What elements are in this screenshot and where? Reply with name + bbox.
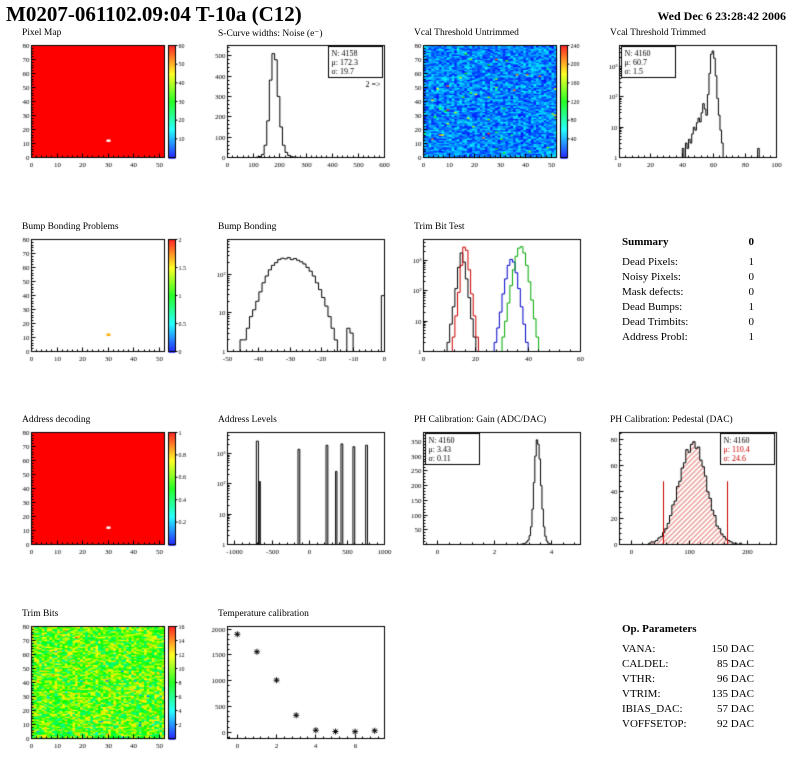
op-value: 92 DAC (717, 718, 754, 730)
op-label: VOFFSETOP: (622, 718, 687, 730)
plot-cell-vcal-untrimmed: Vcal Threshold Untrimmed (396, 28, 592, 222)
summary-row-dead-trimbits: Dead Trimbits: 0 (622, 315, 754, 330)
plot-title: Trim Bit Test (414, 222, 465, 232)
address-decoding-heatmap (4, 428, 196, 560)
op-row-caldel: CALDEL: 85 DAC (622, 657, 754, 672)
bump-bonding-problems-heatmap (4, 235, 196, 367)
op-label: VANA: (622, 643, 656, 655)
summary-label: Mask defects: (622, 286, 684, 298)
op-parameters-title: Op. Parameters (622, 623, 697, 635)
bump-bonding-histogram (200, 235, 392, 367)
temperature-calibration-scatter (200, 622, 392, 754)
plot-title: Address Levels (218, 415, 277, 425)
op-value: 85 DAC (717, 658, 754, 670)
plot-cell-bump-bonding-problems: Bump Bonding Problems (4, 222, 200, 415)
plot-title: Vcal Threshold Trimmed (610, 28, 706, 38)
plot-cell-ph-gain: PH Calibration: Gain (ADC/DAC) (396, 415, 592, 609)
plot-title: Temperature calibration (218, 609, 309, 619)
vcal-threshold-untrimmed-heatmap (396, 41, 588, 173)
ph-gain-histogram (396, 428, 588, 560)
summary-value: 0 (748, 271, 755, 283)
summary-label: Dead Pixels: (622, 256, 678, 268)
plot-cell-address-decoding: Address decoding (4, 415, 200, 609)
summary-value: 1 (748, 331, 755, 343)
summary-row-dead-bumps: Dead Bumps: 1 (622, 300, 754, 315)
op-label: CALDEL: (622, 658, 669, 670)
trim-bits-heatmap (4, 622, 196, 754)
plot-cell-address-levels: Address Levels (200, 415, 396, 609)
plot-title: Address decoding (22, 415, 91, 425)
summary-panel: Summary 0 Dead Pixels: 1 Noisy Pixels: 0… (592, 222, 788, 415)
op-label: VTRIM: (622, 688, 661, 700)
op-value: 150 DAC (711, 643, 754, 655)
plot-cell-trim-bit-test: Trim Bit Test (396, 222, 592, 415)
op-parameters-panel: Op. Parameters VANA: 150 DAC CALDEL: 85 … (592, 609, 788, 769)
op-value: 96 DAC (717, 673, 754, 685)
op-value: 57 DAC (717, 703, 754, 715)
plot-title: Trim Bits (22, 609, 59, 619)
op-value: 135 DAC (711, 688, 754, 700)
pixel-map-heatmap (4, 41, 196, 173)
summary-value: 1 (748, 256, 755, 268)
plot-title: S-Curve widths: Noise (e⁻) (218, 29, 323, 39)
plot-cell-vcal-trimmed: Vcal Threshold Trimmed (592, 28, 788, 222)
op-row-voffsetop: VOFFSETOP: 92 DAC (622, 717, 754, 732)
plot-cell-scurve-noise: S-Curve widths: Noise (e⁻) (200, 28, 396, 222)
page-title: M0207-061102.09:04 T-10a (C12) (6, 2, 302, 26)
plot-cell-ph-pedestal: PH Calibration: Pedestal (DAC) (592, 415, 788, 609)
plot-title: PH Calibration: Pedestal (DAC) (610, 415, 733, 425)
vcal-threshold-trimmed-histogram (592, 41, 784, 173)
summary-value: 0 (748, 286, 755, 298)
plot-cell-temperature-calibration: Temperature calibration (200, 609, 396, 769)
op-row-vtrim: VTRIM: 135 DAC (622, 687, 754, 702)
summary-value: 1 (748, 301, 755, 313)
summary-label: Noisy Pixels: (622, 271, 681, 283)
op-label: IBIAS_DAC: (622, 703, 683, 715)
summary-label: Dead Trimbits: (622, 316, 689, 328)
trim-bit-test-histogram (396, 235, 588, 367)
ph-pedestal-histogram (592, 428, 784, 560)
op-row-ibias: IBIAS_DAC: 57 DAC (622, 702, 754, 717)
summary-label: Address Probl: (622, 331, 688, 343)
plot-cell-trim-bits: Trim Bits (4, 609, 200, 769)
plot-title: PH Calibration: Gain (ADC/DAC) (414, 415, 547, 425)
summary-title: Summary (622, 236, 669, 248)
summary-label: Dead Bumps: (622, 301, 683, 313)
plot-title: Bump Bonding Problems (22, 222, 119, 232)
summary-value: 0 (748, 316, 755, 328)
plot-title: Pixel Map (22, 28, 62, 38)
summary-row-noisy-pixels: Noisy Pixels: 0 (622, 270, 754, 285)
empty-cell (396, 609, 592, 769)
report-date: Wed Dec 6 23:28:42 2006 (657, 9, 786, 23)
plot-grid: Pixel Map S-Curve widths: Noise (e⁻) Vca… (4, 28, 788, 769)
plot-title: Vcal Threshold Untrimmed (414, 28, 519, 38)
summary-row-address-probl: Address Probl: 1 (622, 330, 754, 345)
plot-title: Bump Bonding (218, 222, 277, 232)
summary-row-mask-defects: Mask defects: 0 (622, 285, 754, 300)
op-label: VTHR: (622, 673, 655, 685)
scurve-noise-histogram (200, 41, 392, 173)
address-levels-histogram (200, 428, 392, 560)
summary-total: 0 (748, 236, 755, 248)
op-row-vthr: VTHR: 96 DAC (622, 672, 754, 687)
plot-cell-bump-bonding: Bump Bonding (200, 222, 396, 415)
plot-cell-pixel-map: Pixel Map (4, 28, 200, 222)
summary-row-dead-pixels: Dead Pixels: 1 (622, 255, 754, 270)
op-row-vana: VANA: 150 DAC (622, 642, 754, 657)
